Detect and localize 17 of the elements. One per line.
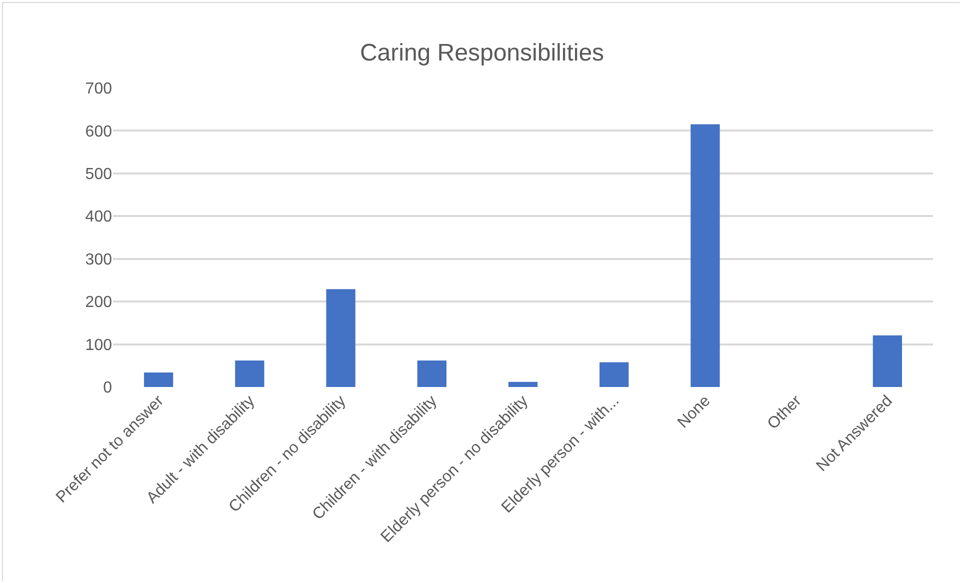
bar [690,124,720,387]
y-tick-label: 200 [85,294,112,312]
y-tick-label: 0 [103,380,112,397]
bar [417,360,446,387]
y-tick-label: 300 [85,251,112,268]
y-tick-label: 100 [85,336,112,354]
y-tick-label: 400 [85,208,112,226]
y-tick-label: 500 [85,166,112,184]
bar [872,335,902,387]
bar [326,289,356,387]
y-tick-label: 600 [85,123,112,140]
y-tick-label: 700 [85,80,112,98]
bar [600,362,629,387]
bar [508,382,538,387]
bar [235,360,264,387]
bar [144,372,174,387]
chart-title: Caring Responsibilities [360,39,604,66]
